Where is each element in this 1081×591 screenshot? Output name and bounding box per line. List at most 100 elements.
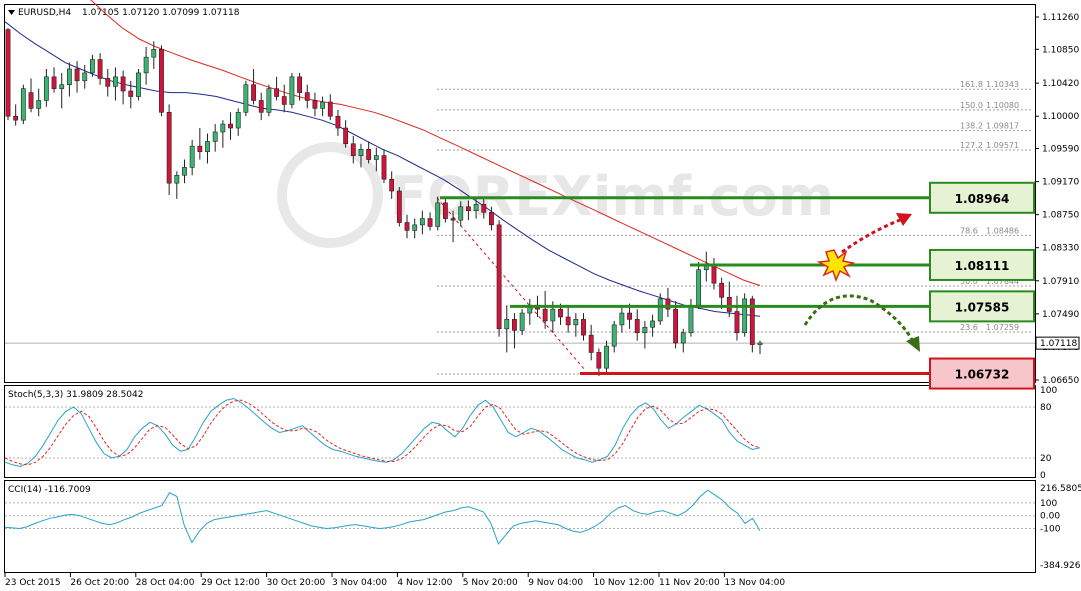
candle: [113, 67, 118, 101]
candle-body: [450, 218, 456, 221]
candle-body: [350, 143, 356, 156]
candle: [304, 84, 310, 109]
candle: [212, 124, 218, 152]
candle-body: [542, 308, 548, 322]
candle-body: [665, 298, 671, 310]
candle: [665, 287, 671, 318]
candle: [297, 72, 303, 101]
symbol-label: EURUSD,H4: [18, 8, 71, 18]
candle: [481, 198, 487, 219]
stoch-main-line: [4, 397, 761, 468]
stoch-signal-line: [4, 399, 761, 466]
candle-body: [320, 101, 326, 109]
candle: [404, 214, 410, 239]
candle-body: [251, 84, 256, 101]
candle: [97, 53, 103, 85]
candle: [266, 84, 272, 117]
level-box: [929, 357, 1035, 390]
reversal-arrow-icon: [803, 294, 914, 341]
candle-body: [634, 319, 640, 334]
breakout-arrowhead-icon: [896, 213, 912, 226]
candle-body: [343, 127, 349, 145]
candle-body: [419, 218, 425, 226]
candle: [742, 293, 748, 337]
candle: [105, 68, 111, 97]
candle: [450, 210, 456, 243]
candle-body: [159, 48, 164, 113]
candle: [343, 120, 349, 148]
candle-body: [297, 76, 303, 93]
candle-body: [212, 131, 218, 142]
candle-body: [726, 297, 732, 312]
candle-body: [258, 100, 264, 113]
candle: [20, 84, 26, 125]
candle-body: [596, 352, 602, 369]
candle: [274, 76, 279, 101]
candle: [442, 198, 448, 223]
candle: [205, 133, 210, 164]
candle-body: [550, 308, 556, 322]
candle-body: [281, 96, 287, 105]
candle: [512, 313, 517, 349]
candle-body: [36, 100, 42, 109]
candle-body: [5, 29, 11, 117]
candle-body: [473, 204, 479, 212]
candle-body: [650, 320, 655, 328]
fib-price: 1.09817: [986, 122, 1019, 131]
candle-body: [20, 88, 26, 121]
fib-percent: 23.6: [960, 323, 978, 332]
time-tick-label: 30 Oct 20:00: [267, 578, 326, 588]
time-tick-label: 26 Oct 20:00: [70, 578, 129, 588]
candle-body: [189, 145, 195, 168]
candle: [680, 328, 686, 353]
candle-body: [442, 202, 448, 219]
candle-body: [182, 167, 187, 176]
candle: [719, 277, 725, 310]
candle-body: [611, 324, 617, 347]
price-tick-label: 1.08750: [1042, 211, 1079, 221]
candle: [504, 305, 510, 353]
candle: [473, 198, 479, 219]
candle: [565, 306, 571, 333]
candle-body: [266, 88, 272, 113]
candle-body: [504, 319, 510, 330]
candle: [335, 109, 341, 136]
symbol-menu-icon[interactable]: [8, 10, 15, 15]
fib-price: 1.08486: [986, 226, 1019, 235]
stoch-tick-label: 100: [1040, 386, 1057, 396]
candle: [43, 68, 49, 107]
candle-body: [143, 56, 149, 74]
candle-body: [151, 48, 157, 58]
price-tick-label: 1.11260: [1042, 13, 1079, 23]
price-tick-label: 1.08330: [1042, 244, 1079, 254]
candle-body: [757, 342, 763, 345]
candle-body: [289, 76, 295, 105]
cci-tick-label: 0.00: [1040, 512, 1060, 522]
candle-body: [412, 224, 418, 231]
candle-body: [381, 155, 387, 180]
candle: [634, 309, 640, 341]
fib-price: 1.09571: [986, 141, 1019, 150]
candle-body: [581, 319, 586, 336]
candle: [320, 96, 326, 117]
candle-body: [228, 123, 233, 129]
candle-body: [358, 148, 364, 156]
candle: [373, 147, 379, 172]
candle-body: [243, 84, 249, 113]
candle: [619, 305, 625, 333]
candle: [159, 45, 164, 117]
candle: [166, 104, 172, 195]
candle: [604, 340, 609, 373]
candle: [66, 62, 72, 97]
fib-price: 1.07844: [986, 277, 1019, 286]
fib-percent: 50.0: [960, 277, 978, 286]
moving-average-line: [90, 0, 761, 286]
candle-body: [512, 319, 517, 331]
candle: [151, 41, 157, 69]
candle-body: [465, 206, 471, 212]
candle-body: [427, 218, 433, 227]
candle-body: [128, 90, 134, 97]
candle-body: [519, 312, 525, 331]
candle: [427, 212, 433, 231]
